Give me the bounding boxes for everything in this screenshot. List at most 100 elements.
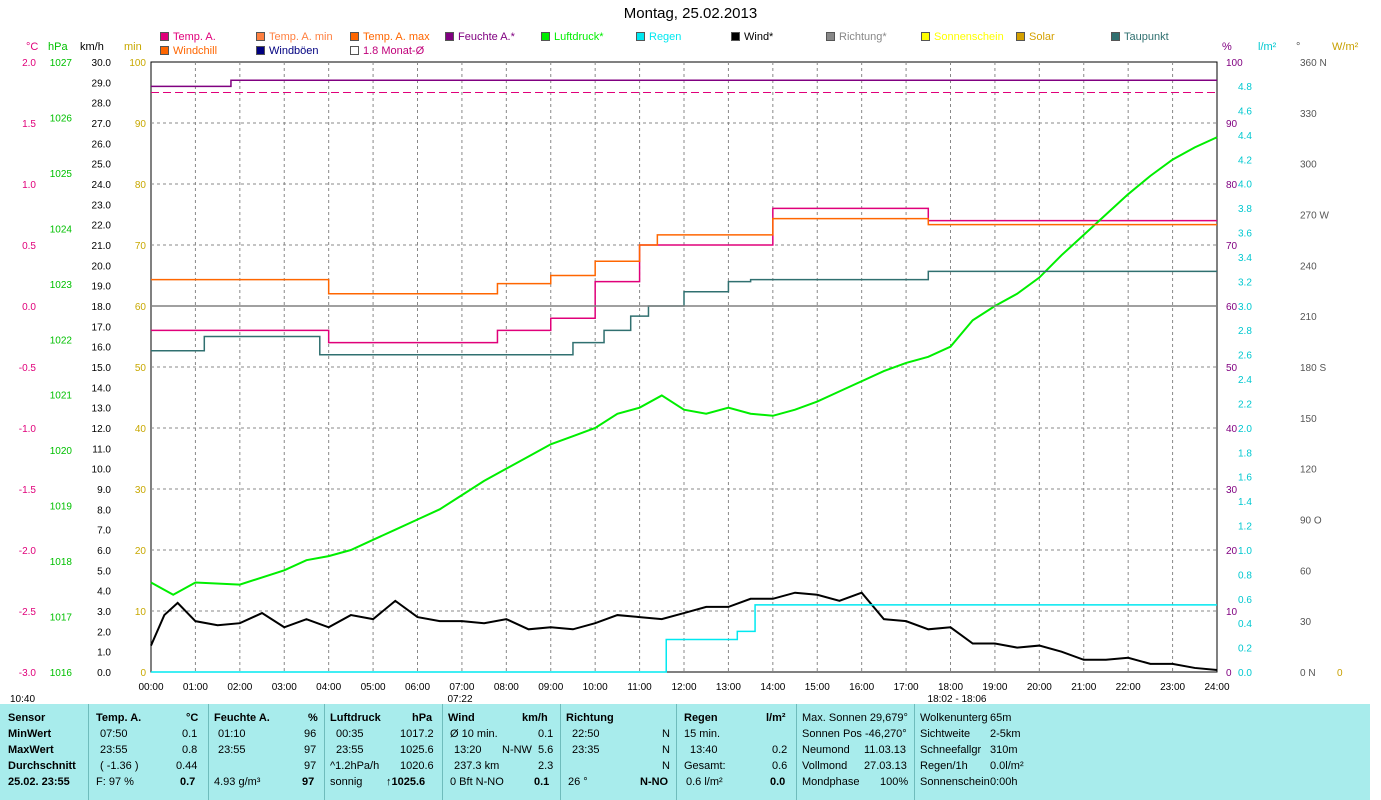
rain-now-val: 0.0 <box>770 776 786 788</box>
y-tick-label-min: 50 <box>135 363 147 374</box>
y-tick-label-hpa: 1023 <box>50 280 73 291</box>
axis-unit-kmh: km/h <box>80 41 104 53</box>
y-tick-label-min: 30 <box>135 485 147 496</box>
y-tick-label-celsius: -1.5 <box>19 485 37 496</box>
press-min-time: 00:35 <box>336 728 364 740</box>
y-tick-label-kmh: 28.0 <box>92 99 112 110</box>
y-tick-label-hpa: 1022 <box>50 335 73 346</box>
y-tick-label-rain: 1.6 <box>1238 473 1252 484</box>
y-tick-label-rain: 2.2 <box>1238 399 1252 410</box>
wind-r2a: 13:20 <box>454 744 482 756</box>
y-tick-label-kmh: 23.0 <box>92 200 112 211</box>
y-tick-label-deg: 300 <box>1300 160 1317 171</box>
legend-entry: Luftdruck* <box>541 31 604 43</box>
y-tick-label-kmh: 19.0 <box>92 282 112 293</box>
y-tick-label-percent: 60 <box>1226 302 1238 313</box>
y-tick-label-min: 40 <box>135 424 147 435</box>
legend-swatch <box>350 46 359 55</box>
y-tick-label-rain: 3.0 <box>1238 302 1252 313</box>
y-tick-label-hpa: 1016 <box>50 668 73 679</box>
y-tick-label-kmh: 3.0 <box>97 607 111 618</box>
y-tick-label-hpa: 1018 <box>50 557 73 568</box>
sun-r2a: Sonnen Pos -46,270° <box>802 728 907 740</box>
y-tick-label-hpa: 1020 <box>50 446 73 457</box>
series-line-2 <box>150 591 1218 671</box>
x-tick-label: 17:00 <box>894 682 919 693</box>
cloud-r5b: 0:00h <box>990 776 1018 788</box>
legend-label: Sonnenschein <box>934 31 1004 43</box>
legend-swatch <box>826 32 835 41</box>
rain-r3b: 0.6 <box>772 760 788 772</box>
y-tick-label-kmh: 24.0 <box>92 180 112 191</box>
legend-entry: Sonnenschein <box>921 31 1004 43</box>
x-tick-label: 00:00 <box>138 682 163 693</box>
y-tick-label-kmh: 8.0 <box>97 505 111 516</box>
y-tick-label-percent: 20 <box>1226 546 1238 557</box>
x-tick-label: 20:00 <box>1027 682 1052 693</box>
row-label-now: 25.02. 23:55 <box>8 776 70 788</box>
rain-unit: l/m² <box>766 712 786 724</box>
y-tick-label-rain: 4.0 <box>1238 180 1252 191</box>
axis-unit-rain: l/m² <box>1258 41 1277 53</box>
press-min-val: 1017.2 <box>400 728 434 740</box>
y-tick-label-rain: 1.4 <box>1238 497 1252 508</box>
press-now-val: ↑1025.6 <box>386 776 426 788</box>
y-tick-label-min: 60 <box>135 302 147 313</box>
x-tick-label: 12:00 <box>671 682 696 693</box>
y-tick-label-kmh: 21.0 <box>92 241 112 252</box>
wind-now-note: 0 Bft N-NO <box>450 776 504 788</box>
x-tick-label: 10:00 <box>583 682 608 693</box>
y-tick-label-rain: 1.2 <box>1238 522 1252 533</box>
y-tick-label-rain: 3.2 <box>1238 277 1252 288</box>
x-tick-label: 04:00 <box>316 682 341 693</box>
legend-entry: Taupunkt <box>1111 31 1169 43</box>
y-tick-label-celsius: 0.0 <box>22 302 36 313</box>
cloud-r4a: Regen/1h <box>920 760 968 772</box>
cloud-r4b: 0.0l/m² <box>990 760 1024 772</box>
rain-r2a: 13:40 <box>690 744 718 756</box>
y-tick-label-percent: 30 <box>1226 485 1238 496</box>
cloud-r2b: 2-5km <box>990 728 1021 740</box>
legend-entry: Windböen <box>256 45 319 57</box>
hum-now-note: 4.93 g/m³ <box>214 776 261 788</box>
y-tick-label-deg: 360 N <box>1300 58 1327 69</box>
left-time-label: 10:40 <box>10 694 35 704</box>
legend-label: Temp. A. <box>173 31 216 43</box>
legend-entry: Regen <box>636 31 681 43</box>
rain-r2b: 0.2 <box>772 744 788 756</box>
y-tick-label-deg: 210 <box>1300 312 1317 323</box>
legend-label: Taupunkt <box>1124 31 1169 43</box>
y-tick-label-deg: 240 <box>1300 261 1317 272</box>
dir-r2a: 23:35 <box>572 744 600 756</box>
temp-avg-val: 0.44 <box>176 760 198 772</box>
axis-unit-min: min <box>124 41 142 53</box>
wind-r3a: 237.3 km <box>454 760 500 772</box>
hum-max-val: 97 <box>304 744 317 756</box>
dir-now-note: 26 ° <box>568 776 588 788</box>
wind-r2b: 5.6 <box>538 744 554 756</box>
rain-now-note: 0.6 l/m² <box>686 776 723 788</box>
cloud-r3a: Schneefallgr <box>920 744 982 756</box>
legend-entry: Windchill <box>160 45 217 57</box>
y-tick-label-kmh: 16.0 <box>92 343 112 354</box>
press-avg-val: 1020.6 <box>400 760 434 772</box>
x-tick-label: 24:00 <box>1204 682 1229 693</box>
cloud-r1b: 65m <box>990 712 1012 724</box>
x-tick-label: 16:00 <box>849 682 874 693</box>
x-tick-label: 02:00 <box>227 682 252 693</box>
y-tick-label-hpa: 1027 <box>50 58 73 69</box>
wind-r3b: 2.3 <box>538 760 554 772</box>
y-tick-label-hpa: 1024 <box>50 224 73 235</box>
legend-swatch <box>256 46 265 55</box>
y-tick-label-rain: 0.8 <box>1238 570 1252 581</box>
dir-r2b: N <box>662 744 670 756</box>
wind-now-val: 0.1 <box>534 776 550 788</box>
y-tick-label-kmh: 4.0 <box>97 587 111 598</box>
dir-r3b: N <box>662 760 670 772</box>
y-tick-label-min: 100 <box>129 58 146 69</box>
y-tick-label-percent: 0 <box>1226 668 1232 679</box>
y-tick-label-kmh: 25.0 <box>92 160 112 171</box>
series-line-0 <box>151 207 1217 344</box>
sunset-label: 18:02 - 18:06 <box>928 694 987 704</box>
legend-swatch <box>160 32 169 41</box>
